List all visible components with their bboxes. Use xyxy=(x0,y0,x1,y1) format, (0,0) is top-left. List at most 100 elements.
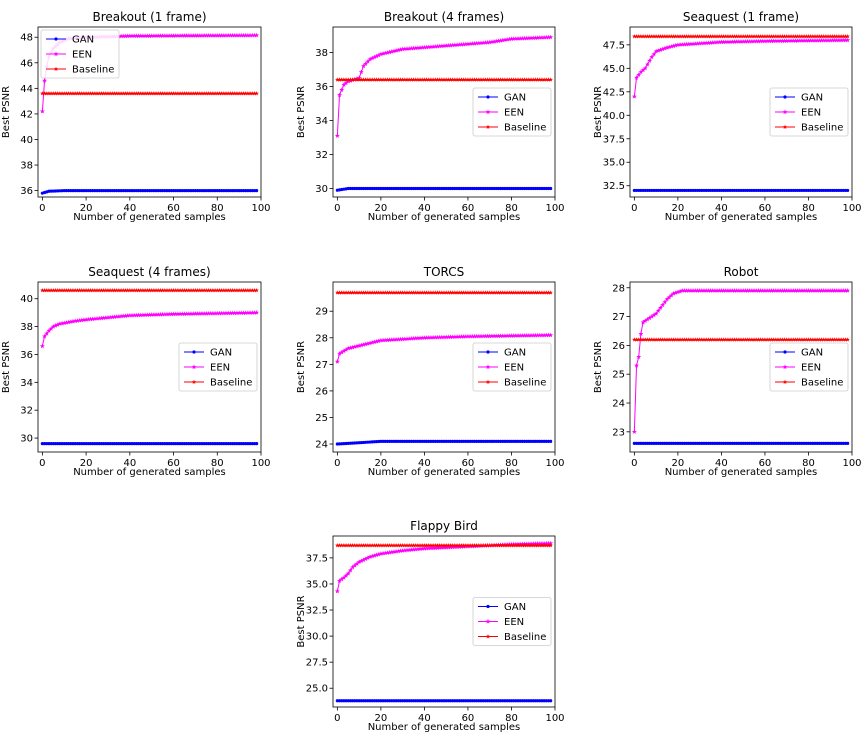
marker-gan xyxy=(64,189,69,193)
marker-een xyxy=(53,323,58,328)
marker-gan xyxy=(67,442,71,446)
x-axis-label: Number of generated samples xyxy=(73,212,226,223)
marker-baseline xyxy=(656,337,661,342)
marker-een xyxy=(426,335,432,340)
x-tick-label: 20 xyxy=(672,203,685,214)
marker-baseline xyxy=(452,290,458,295)
marker-een xyxy=(432,334,438,340)
marker-een xyxy=(465,333,471,339)
marker-baseline xyxy=(478,290,484,295)
marker-een xyxy=(120,313,126,319)
marker-een xyxy=(443,544,449,550)
marker-een xyxy=(419,44,425,50)
marker-baseline xyxy=(195,91,200,96)
marker-baseline xyxy=(387,77,392,82)
marker-een xyxy=(638,331,644,336)
marker-gan xyxy=(88,442,93,446)
marker-een xyxy=(736,39,742,44)
marker-een xyxy=(109,314,115,320)
marker-baseline xyxy=(459,290,464,295)
marker-een xyxy=(705,288,711,293)
marker-een xyxy=(779,38,785,43)
x-tick-label: 100 xyxy=(842,203,861,214)
marker-baseline xyxy=(703,33,709,39)
marker-gan xyxy=(233,189,237,193)
marker-een xyxy=(679,41,685,47)
marker-een xyxy=(723,39,729,45)
y-tick-label: 46 xyxy=(20,58,33,69)
marker-baseline xyxy=(169,287,174,293)
marker-baseline xyxy=(105,91,111,96)
marker-baseline xyxy=(249,91,255,96)
marker-baseline xyxy=(92,287,98,293)
marker-gan xyxy=(846,188,850,193)
marker-baseline xyxy=(406,77,412,82)
marker-baseline xyxy=(402,77,408,82)
marker-baseline xyxy=(485,290,490,295)
marker-een xyxy=(489,333,495,339)
marker-baseline xyxy=(636,337,641,342)
marker-baseline xyxy=(385,290,390,295)
marker-baseline xyxy=(177,287,183,293)
marker-een xyxy=(376,52,382,58)
marker-een xyxy=(450,544,456,550)
marker-een xyxy=(221,32,227,38)
marker-baseline xyxy=(155,287,161,293)
legend-marker-een xyxy=(485,109,491,115)
marker-baseline xyxy=(780,337,785,342)
marker-baseline xyxy=(339,542,344,548)
marker-een xyxy=(188,33,194,38)
marker-een xyxy=(773,288,779,293)
marker-baseline xyxy=(459,542,464,548)
marker-gan xyxy=(143,189,147,193)
marker-een xyxy=(234,32,240,38)
marker-baseline xyxy=(369,542,375,548)
marker-baseline xyxy=(337,290,342,295)
x-tick-label: 100 xyxy=(545,203,564,214)
marker-baseline xyxy=(841,337,846,342)
marker-baseline xyxy=(723,33,729,39)
marker-een xyxy=(334,359,340,364)
marker-baseline xyxy=(701,337,707,342)
marker-baseline xyxy=(712,33,718,39)
marker-baseline xyxy=(335,542,340,548)
x-tick-label: 20 xyxy=(80,203,93,214)
marker-gan xyxy=(169,189,173,193)
marker-een xyxy=(738,39,744,44)
y-tick-label: 24 xyxy=(315,440,328,451)
series-baseline xyxy=(632,337,850,342)
marker-een xyxy=(710,288,716,293)
marker-gan xyxy=(549,439,553,443)
marker-een xyxy=(408,45,414,51)
marker-een xyxy=(786,38,792,43)
marker-baseline xyxy=(354,77,360,82)
marker-gan xyxy=(69,442,73,446)
marker-een xyxy=(173,33,179,38)
marker-een xyxy=(445,42,451,48)
x-tick-label: 80 xyxy=(211,203,224,214)
marker-baseline xyxy=(782,337,787,342)
marker-een xyxy=(337,351,342,356)
x-tick-label: 100 xyxy=(545,458,564,469)
marker-baseline xyxy=(402,290,408,295)
marker-een xyxy=(411,45,416,51)
marker-een xyxy=(195,33,201,38)
x-tick-label: 40 xyxy=(418,203,431,214)
marker-baseline xyxy=(90,91,95,96)
marker-gan xyxy=(147,189,152,193)
marker-gan xyxy=(252,189,257,193)
y-tick-label: 26 xyxy=(612,341,625,352)
marker-baseline xyxy=(77,287,82,293)
marker-een xyxy=(528,35,534,41)
legend-label-gan: GAN xyxy=(801,348,823,359)
marker-baseline xyxy=(522,77,527,82)
marker-een xyxy=(77,317,83,323)
marker-een xyxy=(786,288,792,293)
marker-een xyxy=(358,69,364,75)
legend-box xyxy=(472,597,552,646)
marker-een xyxy=(166,311,172,317)
marker-baseline xyxy=(767,33,772,39)
marker-een xyxy=(684,288,690,293)
marker-baseline xyxy=(721,337,726,342)
marker-een xyxy=(480,40,486,45)
